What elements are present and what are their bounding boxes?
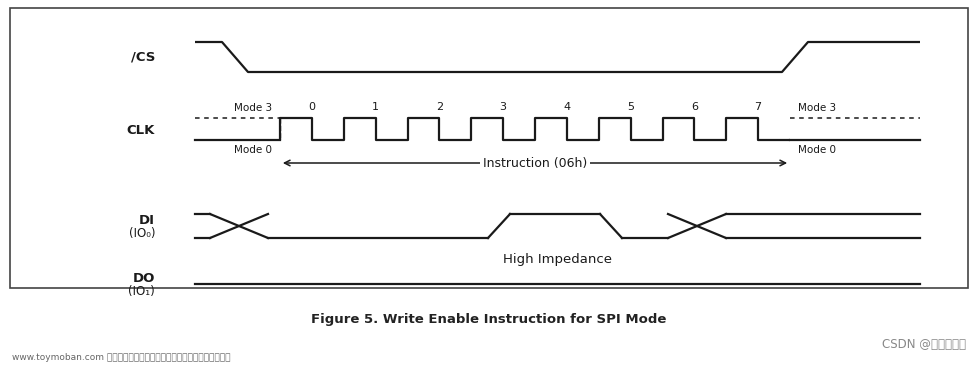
Text: 7: 7: [754, 102, 761, 112]
Text: Figure 5. Write Enable Instruction for SPI Mode: Figure 5. Write Enable Instruction for S…: [311, 314, 666, 327]
Text: Mode 3: Mode 3: [234, 103, 272, 113]
Text: CLK: CLK: [126, 124, 154, 137]
Text: www.toymoban.com 网络图片仅供展示，非存储，如有侵权请联系删除。: www.toymoban.com 网络图片仅供展示，非存储，如有侵权请联系删除。: [12, 353, 231, 362]
Text: Mode 0: Mode 0: [797, 145, 835, 155]
Text: 4: 4: [563, 102, 570, 112]
Text: 2: 2: [436, 102, 443, 112]
Text: 0: 0: [308, 102, 315, 112]
Text: 3: 3: [499, 102, 506, 112]
Bar: [10, 8, 967, 288]
Text: (IO₀): (IO₀): [128, 227, 154, 240]
Text: 1: 1: [371, 102, 379, 112]
Text: 5: 5: [626, 102, 633, 112]
Text: (IO₁): (IO₁): [128, 285, 154, 298]
Text: DI: DI: [139, 214, 154, 227]
Text: Instruction (06h): Instruction (06h): [483, 157, 586, 170]
Text: 6: 6: [690, 102, 698, 112]
Text: Mode 3: Mode 3: [797, 103, 835, 113]
Text: Mode 0: Mode 0: [234, 145, 272, 155]
Text: /CS: /CS: [131, 51, 154, 64]
Text: CSDN @人才程序员: CSDN @人才程序员: [881, 339, 965, 352]
Text: High Impedance: High Impedance: [502, 253, 612, 266]
Text: DO: DO: [133, 272, 154, 285]
